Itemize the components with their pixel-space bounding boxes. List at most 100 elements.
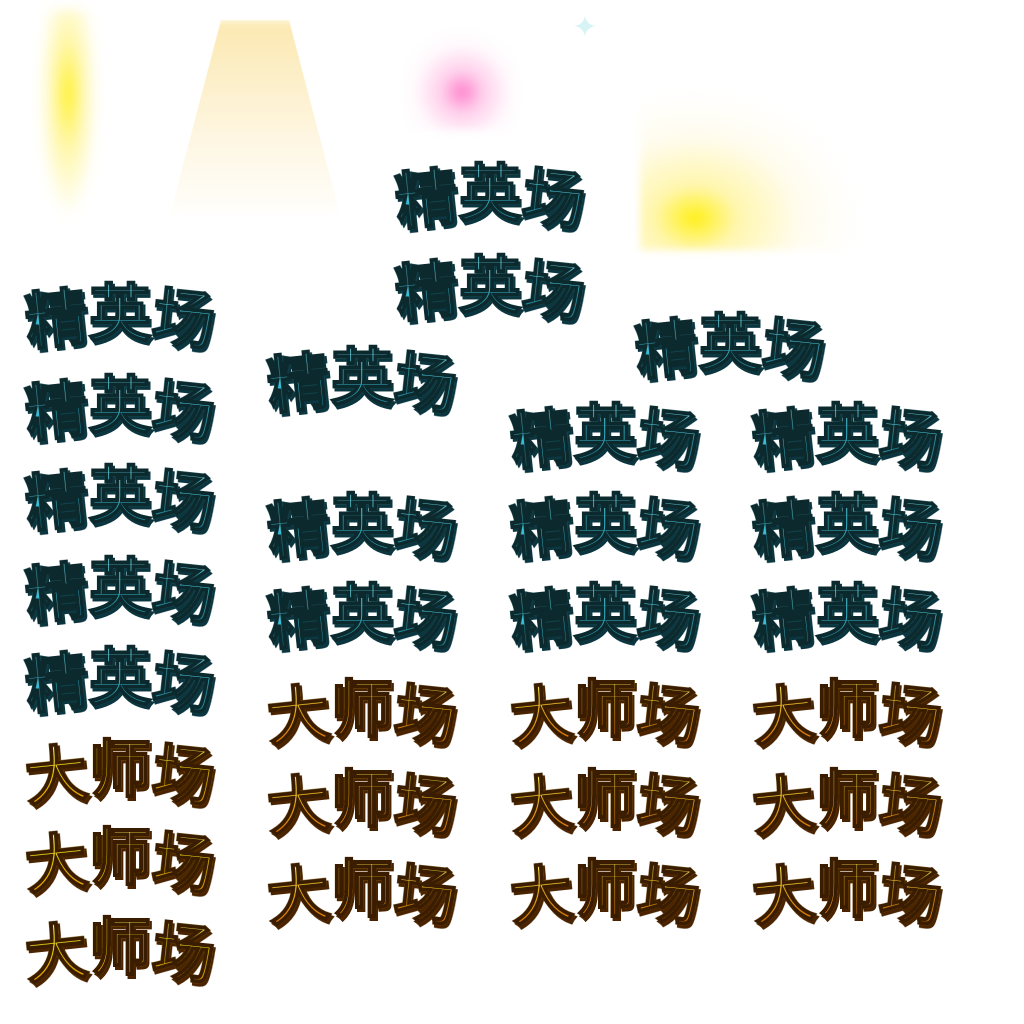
- elite-arena-label: 精英场: [487, 577, 723, 660]
- master-arena-label: 大师场: [729, 853, 965, 936]
- label-glyph: 大: [21, 735, 92, 816]
- label-glyph: 英: [88, 551, 152, 624]
- master-arena-label: 大师场: [487, 765, 723, 846]
- label-glyph: 场: [633, 855, 704, 936]
- label-glyph: 英: [88, 459, 152, 532]
- pink-sparkle-effect: [405, 30, 515, 130]
- label-glyph: 英: [330, 577, 394, 650]
- label-glyph: 精: [21, 461, 92, 542]
- label-glyph: 场: [875, 489, 946, 570]
- label-glyph: 大: [506, 855, 577, 936]
- elite-arena-label: 精英场: [372, 157, 608, 240]
- label-glyph: 场: [148, 735, 219, 816]
- label-glyph: 场: [875, 579, 946, 660]
- label-glyph: 大: [21, 913, 92, 994]
- master-arena-label: 大师场: [487, 673, 723, 756]
- label-glyph: 英: [88, 369, 152, 442]
- label-glyph: 英: [330, 487, 394, 560]
- label-glyph: 大: [748, 855, 819, 936]
- master-arena-label: 大师场: [244, 763, 480, 846]
- label-glyph: 英: [458, 157, 522, 230]
- label-glyph: 场: [148, 461, 219, 542]
- label-glyph: 场: [148, 279, 219, 360]
- label-glyph: 师: [330, 673, 394, 746]
- label-glyph: 大: [263, 675, 334, 756]
- elite-arena-label: 精英场: [244, 341, 480, 424]
- label-glyph: 精: [263, 489, 334, 570]
- label-glyph: 精: [21, 553, 92, 634]
- elite-arena-label: 精英场: [2, 551, 238, 634]
- elite-arena-label: 精英场: [244, 487, 480, 570]
- master-arena-label: 大师场: [729, 673, 965, 756]
- label-glyph: 场: [148, 643, 219, 724]
- label-glyph: 师: [88, 733, 152, 806]
- label-glyph: 英: [815, 577, 879, 650]
- label-glyph: 场: [148, 371, 219, 452]
- label-glyph: 师: [815, 853, 879, 926]
- label-glyph: 场: [390, 579, 461, 660]
- label-glyph: 精: [748, 399, 819, 480]
- elite-arena-label: 精英场: [729, 397, 965, 480]
- elite-arena-label: 精英场: [729, 487, 965, 570]
- label-glyph: 场: [148, 823, 219, 904]
- label-glyph: 大: [263, 765, 334, 846]
- elite-arena-label: 精英场: [487, 487, 723, 570]
- label-glyph: 精: [21, 643, 92, 724]
- label-glyph: 英: [88, 277, 152, 350]
- label-glyph: 场: [390, 855, 461, 936]
- label-glyph: 场: [518, 159, 589, 240]
- master-arena-label: 大师场: [2, 911, 238, 994]
- label-glyph: 精: [506, 399, 577, 480]
- elite-arena-label: 精英场: [244, 577, 480, 660]
- elite-arena-label: 精英场: [2, 459, 238, 542]
- label-glyph: 场: [633, 399, 704, 480]
- label-glyph: 师: [330, 763, 394, 836]
- label-glyph: 场: [633, 489, 704, 570]
- label-glyph: 场: [390, 343, 461, 424]
- label-glyph: 英: [458, 249, 522, 322]
- elite-arena-label: 精英场: [372, 249, 608, 332]
- label-glyph: 场: [633, 675, 704, 756]
- label-glyph: 精: [748, 489, 819, 570]
- yellow-flare-effect: [640, 90, 860, 250]
- master-arena-label: 大师场: [487, 855, 723, 936]
- label-glyph: 场: [390, 675, 461, 756]
- label-glyph: 场: [633, 579, 704, 660]
- label-glyph: 场: [875, 399, 946, 480]
- master-arena-label: 大师场: [244, 853, 480, 936]
- label-glyph: 场: [390, 765, 461, 846]
- elite-arena-label: 精英场: [729, 577, 965, 660]
- elite-arena-label: 精英场: [612, 309, 848, 390]
- label-glyph: 场: [875, 675, 946, 756]
- label-glyph: 师: [815, 763, 879, 836]
- label-glyph: 英: [573, 487, 637, 560]
- label-glyph: 师: [573, 673, 637, 746]
- label-glyph: 大: [506, 765, 577, 846]
- light-cone-effect: [170, 20, 340, 215]
- label-glyph: 场: [390, 489, 461, 570]
- label-glyph: 英: [330, 341, 394, 414]
- yellow-glow-bar: [38, 10, 98, 220]
- label-glyph: 精: [506, 489, 577, 570]
- label-glyph: 精: [391, 251, 462, 332]
- label-glyph: 师: [88, 911, 152, 984]
- label-glyph: 大: [748, 765, 819, 846]
- elite-arena-label: 精英场: [2, 277, 238, 360]
- label-glyph: 场: [148, 913, 219, 994]
- label-glyph: 英: [815, 487, 879, 560]
- label-glyph: 场: [758, 309, 829, 390]
- label-glyph: 师: [330, 853, 394, 926]
- label-glyph: 大: [748, 675, 819, 756]
- label-glyph: 场: [875, 855, 946, 936]
- label-glyph: 师: [815, 673, 879, 746]
- label-glyph: 英: [573, 577, 637, 650]
- elite-arena-label: 精英场: [487, 397, 723, 480]
- label-glyph: 大: [506, 675, 577, 756]
- label-glyph: 英: [573, 397, 637, 470]
- label-glyph: 场: [518, 251, 589, 332]
- label-glyph: 精: [506, 579, 577, 660]
- label-glyph: 英: [815, 397, 879, 470]
- master-arena-label: 大师场: [2, 733, 238, 816]
- master-arena-label: 大师场: [729, 763, 965, 846]
- label-glyph: 场: [148, 553, 219, 634]
